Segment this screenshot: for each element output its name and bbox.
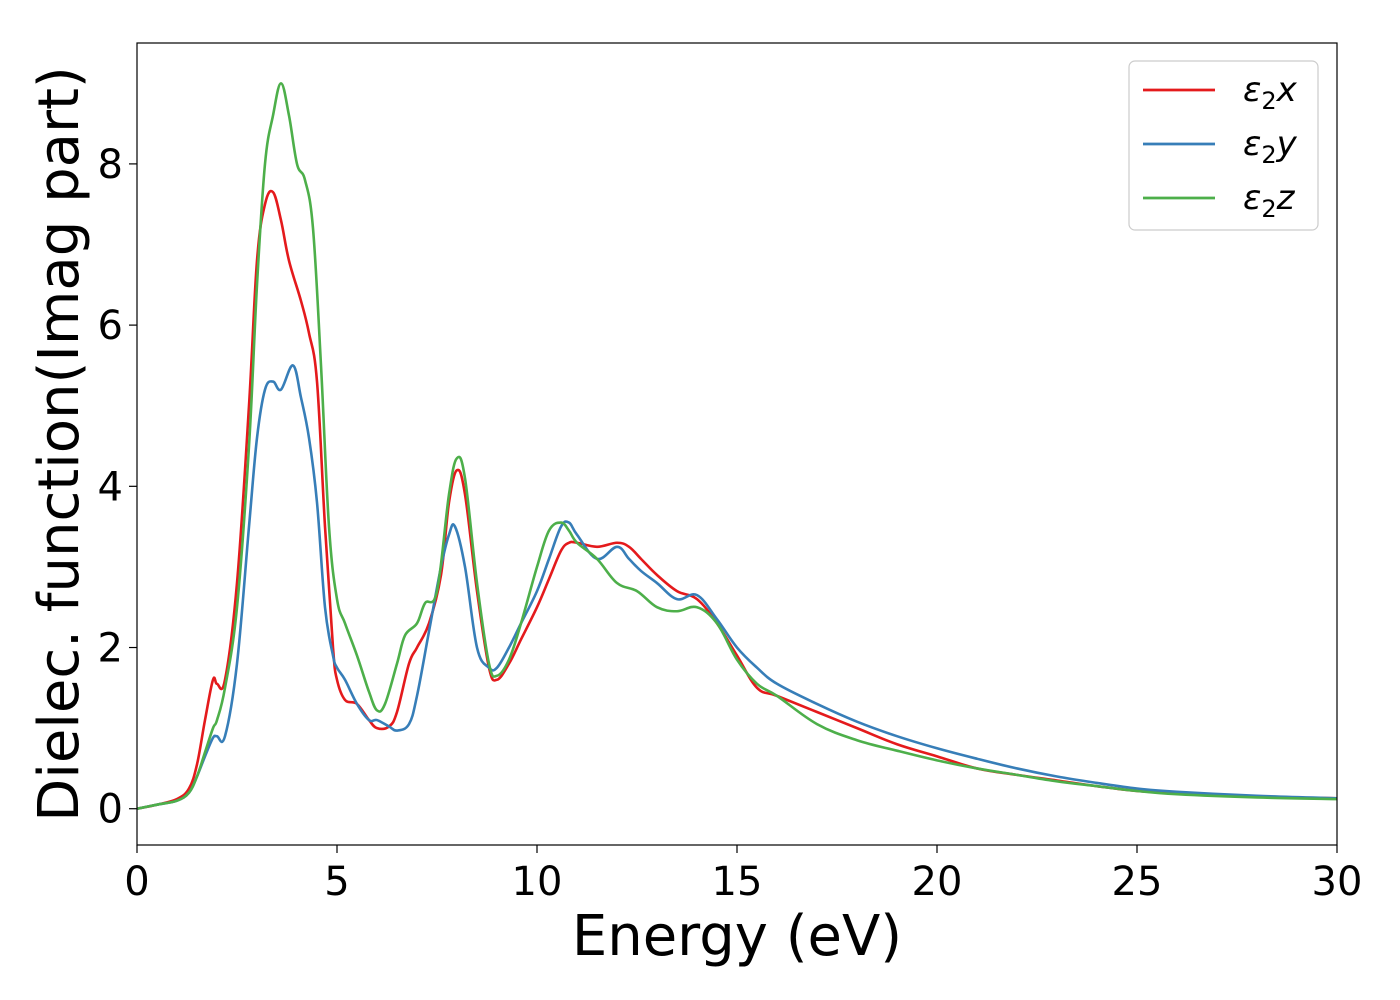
x-axis-title: Energy (eV) [572, 904, 902, 969]
series-line-y [136, 364, 1338, 811]
series-line-x [136, 189, 1338, 811]
x-tick-label: 30 [1312, 859, 1363, 905]
y-tick-label: 2 [98, 626, 123, 672]
x-tick-label: 5 [324, 859, 349, 905]
x-axis: 0 5 10 15 20 25 30 [124, 845, 1362, 905]
y-tick-label: 8 [98, 142, 123, 188]
y-axis: 0 2 4 6 8 [98, 142, 137, 833]
x-tick-label: 0 [124, 859, 149, 905]
series-layer [136, 82, 1338, 811]
series-line-z [136, 82, 1338, 811]
legend-label-z: ε2z [1243, 178, 1296, 223]
x-tick-label: 10 [512, 859, 563, 905]
legend-label-x: ε2x [1243, 70, 1298, 115]
legend-box [1128, 60, 1319, 231]
y-tick-label: 6 [98, 303, 123, 349]
legend-label-y: ε2y [1243, 124, 1298, 169]
x-tick-label: 25 [1112, 859, 1163, 905]
x-tick-label: 20 [912, 859, 963, 905]
y-axis-title: Dielec. function(Imag part) [27, 66, 92, 822]
x-tick-label: 15 [712, 859, 763, 905]
y-tick-label: 4 [98, 464, 123, 510]
legend: ε2x ε2y ε2z [1128, 60, 1319, 231]
y-tick-label: 0 [98, 787, 123, 833]
